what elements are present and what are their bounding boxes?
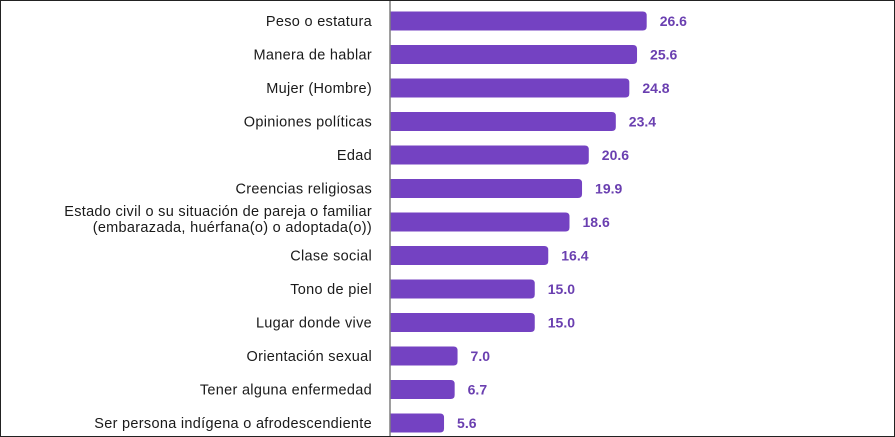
category-label: Manera de hablar: [254, 48, 372, 64]
bar: [390, 179, 583, 198]
bar: [390, 78, 630, 98]
category-label: Tener alguna enfermedad: [200, 383, 372, 399]
bar: [390, 145, 589, 165]
value-label: 19.9: [595, 181, 622, 197]
value-label: 20.6: [602, 147, 629, 163]
category-label: Mujer (Hombre): [266, 81, 372, 97]
category-label: (embarazada, huérfana(o) o adoptada(o)): [93, 220, 372, 236]
bar: [390, 279, 535, 299]
bar: [390, 413, 445, 433]
category-label: Ser persona indígena o afrodescendiente: [94, 416, 372, 432]
value-label: 5.6: [457, 415, 477, 431]
bar: [390, 246, 549, 265]
category-label: Edad: [337, 148, 372, 164]
value-label: 25.6: [650, 47, 677, 63]
category-label: Tono de piel: [290, 282, 372, 298]
category-label: Clase social: [290, 249, 372, 265]
category-label: Peso o estatura: [266, 14, 373, 30]
value-label: 15.0: [548, 281, 575, 297]
bar: [390, 45, 638, 64]
bar: [390, 112, 616, 131]
value-label: 26.6: [660, 13, 687, 29]
value-label: 18.6: [582, 214, 609, 230]
category-label: Lugar donde vive: [256, 316, 372, 332]
category-label: Creencias religiosas: [235, 182, 372, 198]
value-label: 16.4: [561, 248, 588, 264]
bar: [390, 380, 455, 399]
bar: [390, 212, 570, 232]
bar: [390, 11, 647, 31]
bar: [390, 346, 458, 366]
category-label: Opiniones políticas: [244, 115, 372, 131]
value-label: 15.0: [548, 315, 575, 331]
value-label: 6.7: [468, 382, 488, 398]
value-label: 7.0: [471, 348, 491, 364]
bar: [390, 313, 535, 332]
value-label: 23.4: [629, 114, 656, 130]
category-label: Orientación sexual: [247, 349, 373, 365]
category-label: Estado civil o su situación de pareja o …: [64, 204, 372, 220]
value-label: 24.8: [642, 80, 669, 96]
